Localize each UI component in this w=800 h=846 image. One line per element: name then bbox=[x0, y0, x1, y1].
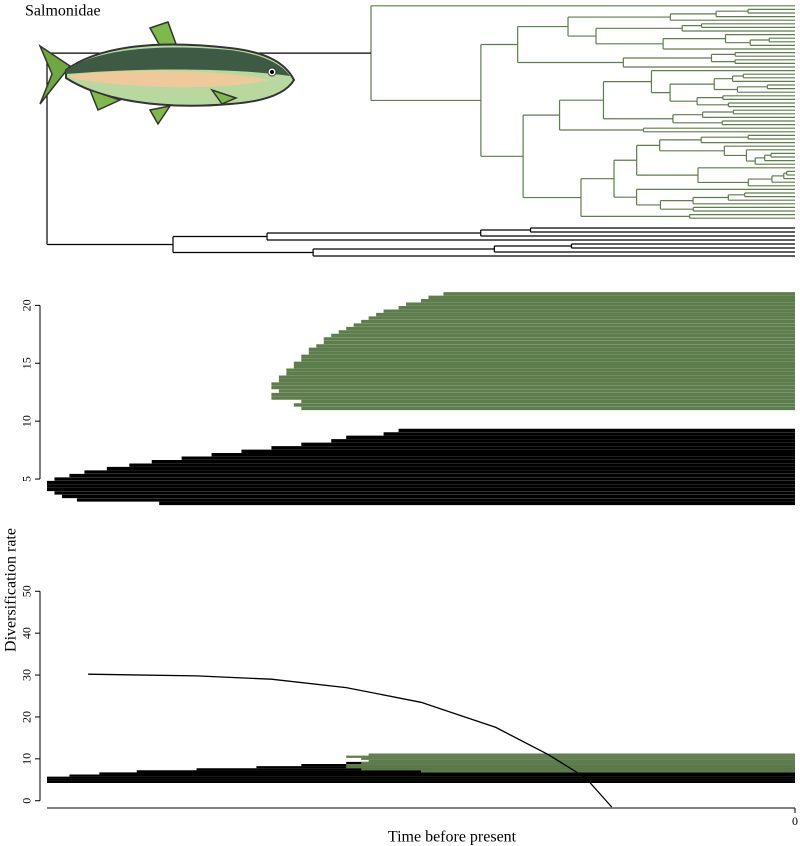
y-tick-label: 5 bbox=[20, 476, 34, 482]
y-tick-label: 50 bbox=[20, 585, 34, 597]
y-tick-label: 30 bbox=[20, 669, 34, 681]
y-tick-label: 10 bbox=[20, 753, 34, 765]
clade-title: Salmonidae bbox=[25, 3, 101, 20]
y-tick-label: 0 bbox=[20, 798, 34, 804]
y-tick-label: 20 bbox=[20, 299, 34, 311]
y-axis-label: Diversification rate bbox=[3, 528, 20, 652]
rate-curve bbox=[88, 673, 613, 808]
x-tick-label: 0 bbox=[792, 814, 798, 828]
y-tick-label: 40 bbox=[20, 627, 34, 639]
x-axis-label: Time before present bbox=[388, 829, 517, 846]
fish-illustration bbox=[38, 21, 296, 126]
y-tick-label: 20 bbox=[20, 711, 34, 723]
y-tick-label: 15 bbox=[20, 357, 34, 369]
y-tick-label: 10 bbox=[20, 415, 34, 427]
